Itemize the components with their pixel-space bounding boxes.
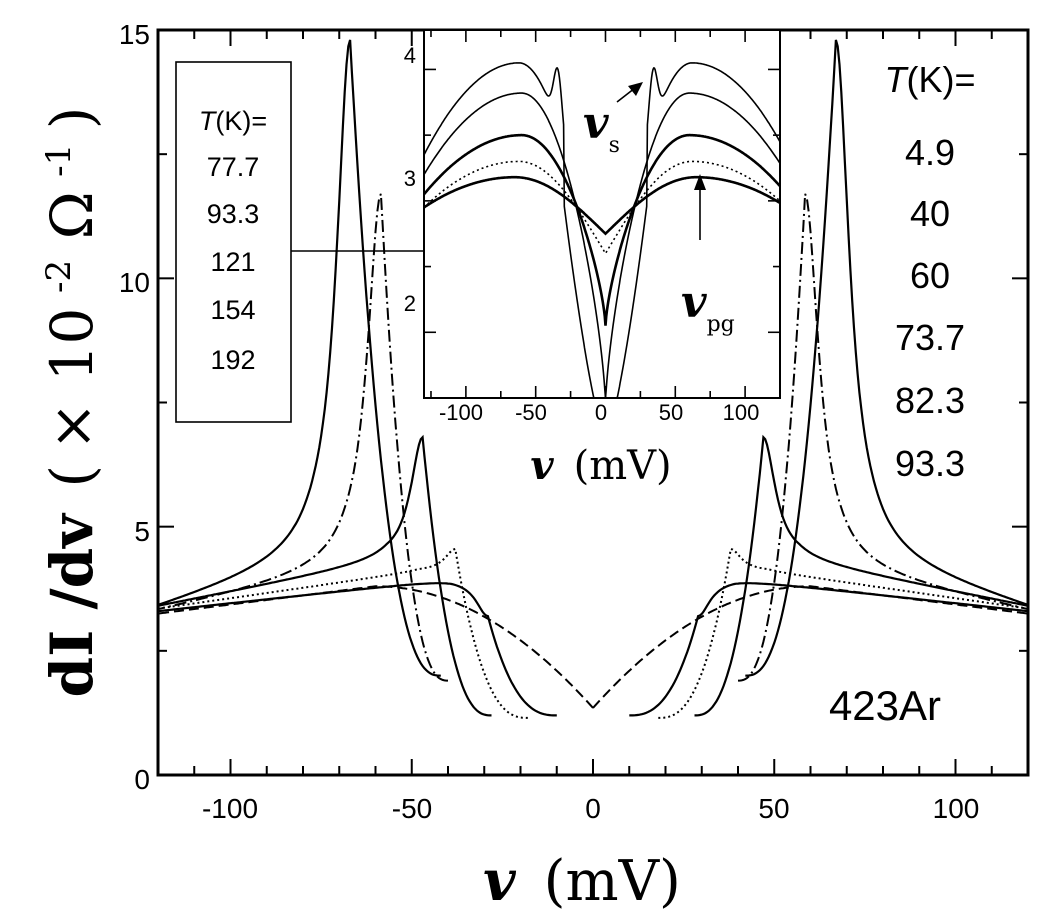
y-axis-label-main: dI /dv — [38, 512, 106, 698]
series-line-60-neg — [157, 434, 492, 717]
x-tick-label-50: 50 — [758, 793, 789, 824]
y-axis-label-times: × — [38, 402, 106, 451]
annotation-vpg-var: v — [681, 277, 707, 328]
main-legend-title: T(K)= — [884, 59, 975, 100]
inset-x-axis-label-var: v — [530, 442, 554, 489]
inset-x-tick-label-100: 100 — [723, 400, 760, 425]
inset-plot-background — [424, 30, 780, 398]
series-line-73_7-neg — [157, 547, 528, 719]
inset-plot-frame — [423, 29, 781, 399]
series-line-60-pos — [694, 434, 1029, 717]
inset-series-line-93_3 — [423, 92, 781, 399]
series-line-93_3-neg — [157, 585, 594, 709]
series-line-82_3-neg — [157, 582, 557, 717]
y-axis-label: dI /dv ( × 10 -2 Ω -1 ) — [18, 107, 106, 698]
y-tick-label-10: 10 — [119, 267, 150, 298]
annotation-vs-var: v — [583, 98, 609, 149]
inset-legend-box — [175, 61, 292, 423]
main-legend-value: 93.3 — [895, 443, 965, 484]
sample-label: 423Ar — [829, 682, 941, 729]
main-plot-curves — [157, 39, 1029, 719]
x-tick-label-0: 0 — [585, 793, 601, 824]
inset-x-axis-label-unit: (mV) — [574, 443, 672, 489]
inset-legend-value: 93.3 — [207, 199, 260, 229]
x-tick-label-m50: -50 — [392, 793, 432, 824]
series-line-93_3-pos — [592, 585, 1029, 709]
x-tick-label-100: 100 — [933, 793, 980, 824]
inset-x-tick-label-m100: -100 — [439, 400, 483, 425]
inset-series-line-121 — [422, 133, 781, 326]
main-legend-title-rest: (K)= — [906, 59, 975, 100]
main-legend-value: 4.9 — [905, 132, 955, 173]
y-tick-label-15: 15 — [119, 19, 150, 50]
x-axis-label-var: v — [483, 848, 517, 914]
annotation-vpg-sub: pg — [707, 312, 735, 337]
y-axis-label-omega: Ω — [38, 191, 106, 239]
x-axis-label: v (mV) — [483, 848, 681, 914]
inset-legend-title: T(K)= — [199, 106, 267, 136]
inset-series-line-192 — [423, 175, 781, 236]
main-legend-value: 40 — [910, 193, 950, 234]
annotation-vs: vs — [583, 98, 620, 158]
inset-legend-value: 77.7 — [207, 152, 260, 182]
series-line-73_7-pos — [658, 547, 1029, 719]
main-legend: T(K)= 4.9 40 60 73.7 82.3 93.3 — [884, 59, 975, 484]
y-axis-label-exp1: -2 — [39, 260, 79, 293]
inset-legend-value: 154 — [210, 295, 255, 325]
main-legend-value: 60 — [910, 255, 950, 296]
inset-legend-value: 192 — [210, 345, 255, 375]
inset-y-tick-label-4: 4 — [404, 43, 416, 68]
series-line-82_3-pos — [629, 582, 1029, 717]
y-axis-label-paren-close: ) — [38, 107, 106, 130]
inset-series-line-154 — [423, 160, 781, 255]
y-tick-label-5: 5 — [134, 516, 150, 547]
inset-x-tick-label-m50: -50 — [515, 400, 547, 425]
inset-y-tick-label-3: 3 — [404, 166, 416, 191]
annotation-vs-arrowhead — [628, 82, 643, 96]
x-tick-label-m100: -100 — [202, 793, 258, 824]
series-line-4_9-pos — [745, 39, 1029, 677]
series-line-40-neg — [157, 193, 448, 682]
series-line-40-pos — [738, 193, 1029, 682]
annotation-vpg-arrowhead — [694, 174, 706, 190]
x-axis-label-unit: (mV) — [544, 849, 681, 914]
main-legend-title-var: T — [884, 59, 909, 100]
y-axis-label-exp2: -1 — [39, 144, 79, 177]
inset-x-tick-label-50: 50 — [659, 400, 683, 425]
annotation-vpg: vpg — [681, 277, 735, 337]
inset-x-axis-label: v (mV) — [530, 442, 671, 489]
inset-axis-ticks — [424, 30, 781, 399]
y-axis-label-base: 10 — [38, 308, 106, 382]
inset-legend-value: 121 — [210, 247, 255, 277]
inset-x-tick-label-0: 0 — [595, 400, 607, 425]
main-legend-value: 82.3 — [895, 380, 965, 421]
inset-y-tick-label-2: 2 — [404, 291, 416, 316]
y-axis-label-paren-open: ( — [38, 465, 106, 488]
main-legend-value: 73.7 — [895, 317, 965, 358]
inset-legend-title-var: T — [199, 106, 218, 136]
series-line-4_9-neg — [157, 39, 441, 677]
annotation-vs-sub: s — [609, 133, 620, 158]
inset-legend-title-rest: (K)= — [215, 106, 267, 136]
y-tick-label-0: 0 — [134, 764, 150, 795]
